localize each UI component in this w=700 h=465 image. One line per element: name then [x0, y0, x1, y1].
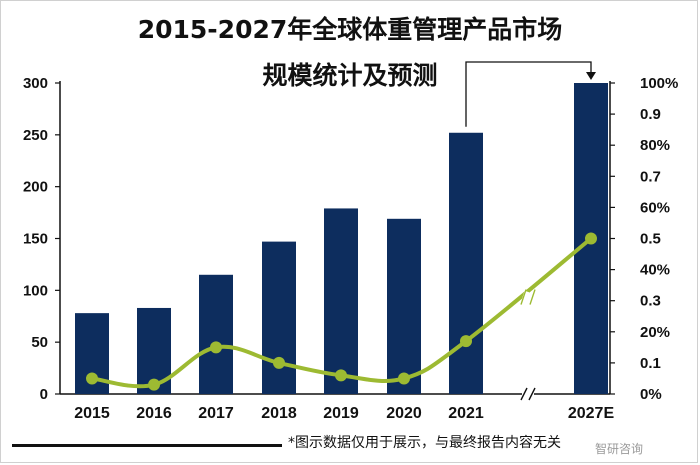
- y-left-tick-label: 0: [40, 386, 48, 403]
- y-left-tick-label: 50: [31, 334, 48, 351]
- line-point: [398, 372, 410, 385]
- y-right-tick-label: 40%: [640, 262, 670, 279]
- line-point: [210, 341, 222, 354]
- x-tick-label: 2027E: [568, 405, 615, 422]
- bar: [324, 208, 358, 394]
- y-right-tick-label: 0.9: [640, 106, 661, 123]
- y-right-tick-label: 0%: [640, 386, 662, 403]
- line-break-mark: [529, 289, 536, 305]
- bar: [449, 132, 483, 394]
- footnote: *图示数据仅用于展示，与最终报告内容无关: [288, 435, 561, 451]
- x-tick-label: 2021: [448, 405, 484, 422]
- line-point: [86, 372, 98, 385]
- x-tick-label: 2018: [261, 405, 297, 422]
- y-right-tick-label: 0.5: [640, 231, 661, 248]
- line-break-gap: [519, 290, 530, 308]
- y-left-tick-label: 100: [23, 282, 48, 299]
- axis-break-mark: [520, 387, 528, 401]
- y-right-tick-label: 80%: [640, 137, 670, 154]
- y-right-tick-label: 100%: [640, 75, 678, 92]
- line-point: [585, 232, 597, 245]
- bar: [199, 274, 233, 394]
- y-right-tick-label: 60%: [640, 199, 670, 216]
- y-right-tick-label: 0.3: [640, 293, 661, 310]
- line-point: [148, 378, 160, 391]
- bar: [262, 241, 296, 394]
- x-tick-label: 2020: [386, 405, 422, 422]
- line-point: [460, 335, 472, 348]
- bar: [387, 218, 421, 394]
- chart-title-line1: 2015-2027年全球体重管理产品市场: [137, 15, 563, 44]
- series-line: [90, 236, 593, 389]
- line-break-mark: [520, 289, 527, 305]
- x-tick-label: 2017: [198, 405, 234, 422]
- axis-break-mark: [528, 387, 536, 401]
- y-left-tick-label: 300: [23, 75, 48, 92]
- watermark-text: 智研咨询: [595, 442, 644, 456]
- line-point: [335, 369, 347, 382]
- y-right-tick-label: 0.1: [640, 355, 661, 372]
- callout-arrow-head: [586, 72, 596, 80]
- x-tick-label: 2016: [136, 405, 172, 422]
- y-right-tick-label: 20%: [640, 324, 670, 341]
- y-left-tick-label: 150: [23, 231, 48, 248]
- line-point: [273, 356, 285, 369]
- chart-title-line2: 规模统计及预测: [262, 61, 438, 90]
- footer-rule: [12, 444, 282, 447]
- y-left-tick-label: 200: [23, 179, 48, 196]
- x-tick-label: 2015: [74, 405, 110, 422]
- y-right-tick-label: 0.7: [640, 168, 661, 185]
- y-left-tick-label: 250: [23, 127, 48, 144]
- x-tick-label: 2019: [323, 405, 359, 422]
- callout-arrow-line: [465, 61, 592, 127]
